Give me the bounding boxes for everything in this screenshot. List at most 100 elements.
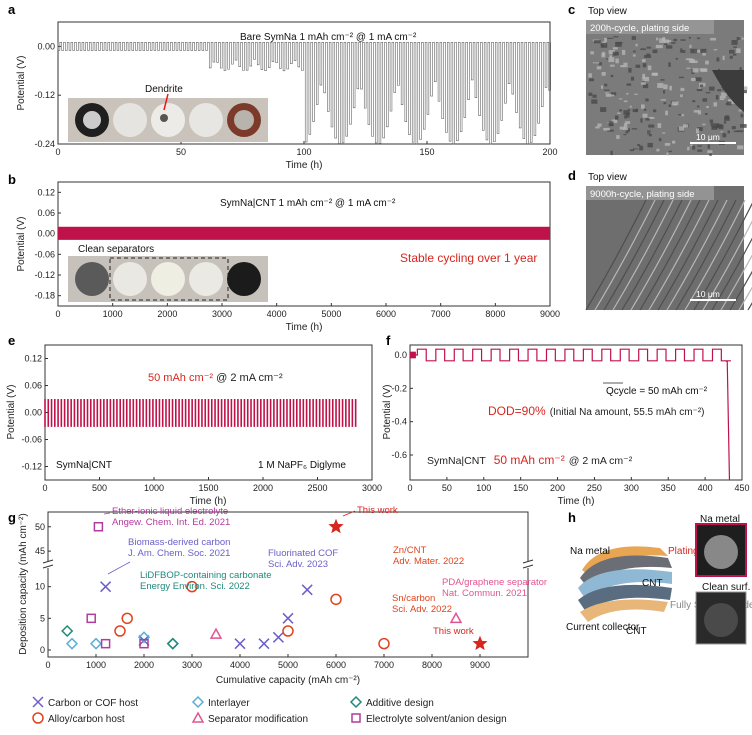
panel-e-title-red: 50 mAh cm⁻² (148, 372, 213, 384)
scatter-point (86, 613, 96, 624)
na-metal-top-layer (582, 546, 668, 576)
sem-grain (626, 83, 632, 86)
scatter-point (89, 637, 103, 650)
panel-f-xlabel: Time (h) (558, 496, 595, 507)
y-tick-label: -0.24 (34, 139, 55, 149)
sem-grain (655, 44, 663, 49)
separator-disc (151, 262, 185, 296)
legend-label: Carbon or COF host (48, 698, 138, 709)
sem-grain (613, 36, 619, 38)
separator-disc (189, 262, 223, 296)
sem-grain (680, 48, 683, 53)
sem-grain (706, 106, 709, 109)
x-tick-label: 3000 (212, 309, 232, 319)
sem-grain (702, 98, 708, 102)
g-annotation-text: Sci. Adv. 2023 (268, 559, 328, 570)
sem-grain (740, 86, 748, 90)
x-tick-label: 6000 (326, 660, 346, 670)
x-tick-label: 0 (42, 483, 47, 493)
sem-grain (731, 39, 738, 45)
sem-d-scale: 10 μm (696, 289, 720, 299)
x-tick-label: 3000 (182, 660, 202, 670)
x-tick-label: 0 (55, 147, 60, 157)
sem-grain (690, 144, 693, 147)
panel-h-photos: Na metal Clean surf. (695, 514, 750, 645)
sem-streak (612, 199, 674, 311)
panel-f-bottom-note: SymNa|CNT 50 mAh cm⁻² @ 2 mA cm⁻² (427, 453, 633, 467)
sem-grain (662, 37, 666, 42)
x-tick-label: 0 (55, 309, 60, 319)
sem-d-texture (585, 199, 752, 311)
panel-g-label: g (8, 510, 16, 525)
sem-grain (656, 148, 660, 152)
x-tick-label: 250 (587, 483, 602, 493)
sem-grain (705, 92, 711, 94)
panel-f-dod: DOD=90% (Initial Na amount, 55.5 mAh cm⁻²… (488, 404, 704, 418)
sem-grain (603, 127, 610, 131)
sem-grain (624, 115, 627, 119)
sem-grain (624, 121, 631, 124)
sem-grain (690, 48, 698, 54)
separators-box (109, 257, 229, 301)
sem-grain (666, 152, 669, 156)
panel-b-title: SymNa|CNT 1 mAh cm⁻² @ 1 mA cm⁻² (220, 198, 396, 209)
separator-disc (189, 103, 223, 137)
sem-grain (596, 66, 602, 70)
sem-grain (738, 109, 742, 112)
sem-grain (644, 55, 652, 58)
sem-grain (697, 149, 703, 152)
sem-c-caption-bg (586, 20, 714, 34)
y-tick-label: 10 (35, 582, 45, 592)
dendrite-arrow (163, 93, 169, 111)
x-tick-label: 5000 (278, 660, 298, 670)
sem-grain (680, 39, 686, 41)
x-tick-label: 1000 (103, 309, 123, 319)
sem-grain (619, 109, 622, 112)
x-tick-label: 50 (442, 483, 452, 493)
panel-d-title: Top view (588, 172, 628, 183)
panel-a-title: Bare SymNa 1 mAh cm⁻² @ 1 mA cm⁻² (240, 32, 417, 43)
y-tick-label: -0.06 (21, 435, 42, 445)
g-annotation-text: Sn/carbon (392, 593, 435, 604)
g-annotation-text: Ether-ionic liquid electrolyte (112, 506, 228, 517)
legend-label: Additive design (366, 698, 434, 709)
x-tick-label: 7000 (374, 660, 394, 670)
sem-grain (601, 72, 606, 76)
panel-a-xlabel: Time (h) (286, 160, 323, 171)
sem-grain (736, 130, 744, 133)
panel-b-xlabel: Time (h) (286, 322, 323, 333)
sem-grain (608, 57, 615, 63)
sem-grain (668, 150, 672, 153)
sem-grain (632, 54, 636, 57)
panel-g-xlabel: Cumulative capacity (mAh cm⁻²) (216, 675, 360, 686)
panel-e-label: e (8, 333, 15, 348)
sem-grain (739, 67, 742, 72)
g-annotation-text: Angew. Chem. Int. Ed. 2021 (112, 517, 230, 528)
y-tick-label: 0.00 (37, 41, 55, 51)
x-tick-label: 500 (92, 483, 107, 493)
sem-c-scale: 10 μm (696, 132, 720, 142)
sem-streak (729, 270, 752, 311)
x-tick-label: 9000 (470, 660, 490, 670)
x-tick-label: 350 (661, 483, 676, 493)
sem-grain (643, 108, 647, 111)
sem-grain (710, 37, 717, 41)
legend-marker (32, 696, 44, 708)
panel-g-ylabel: Deposition capacity (mAh cm⁻²) (18, 513, 29, 654)
g-annotation-text: LiDFBOP-containing carbonate (140, 570, 272, 581)
panel-b-frame (57, 181, 551, 307)
scatter-point (166, 637, 179, 650)
legend-label: Alloy/carbon host (48, 714, 125, 725)
sem-grain (637, 144, 641, 147)
sem-streak (585, 199, 647, 311)
panel-f-bottom-red: 50 mAh cm⁻² (494, 453, 565, 467)
sem-grain (697, 110, 702, 115)
sem-grain (617, 112, 621, 114)
sem-grain (629, 105, 632, 108)
sem-grain (699, 84, 704, 87)
sem-grain (717, 89, 722, 92)
sem-grain (733, 46, 738, 48)
sem-streak (639, 199, 701, 311)
sem-grain (626, 112, 630, 118)
sem-grain (616, 135, 620, 139)
